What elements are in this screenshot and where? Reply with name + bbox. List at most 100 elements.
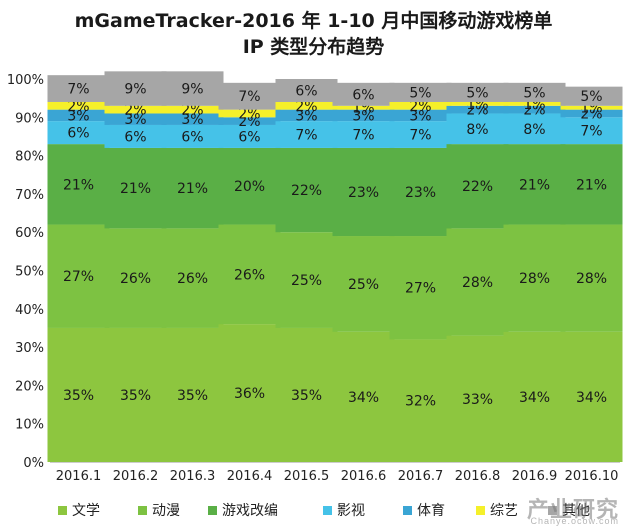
data-label: 6% [238, 129, 260, 145]
bar-segment [332, 147, 395, 237]
data-label: 36% [234, 386, 265, 402]
data-label: 28% [519, 271, 550, 287]
bar-segment [104, 124, 167, 148]
bar-segment [503, 331, 566, 462]
data-label: 2% [124, 103, 146, 119]
bar-segment [218, 147, 281, 225]
bar-segment [161, 105, 224, 114]
data-label: 6% [67, 126, 89, 142]
data-label: 35% [120, 388, 151, 404]
bar-segment [47, 144, 110, 225]
chart-title: mGameTracker-2016 年 1-10 月中国移动游戏榜单 [74, 10, 553, 32]
bar-segment [332, 82, 395, 106]
data-label: 21% [177, 181, 208, 197]
data-label: 3% [181, 112, 203, 128]
legend-item: 体育 [403, 500, 445, 520]
bar-segment [389, 147, 452, 237]
bar-segment [47, 224, 110, 328]
data-label: 9% [181, 82, 203, 98]
y-tick-label: 0% [23, 456, 44, 471]
data-label: 21% [519, 177, 550, 193]
bar-segment [275, 147, 338, 233]
data-label: 27% [63, 269, 94, 285]
data-label: 9% [124, 82, 146, 98]
data-label: 7% [67, 82, 89, 98]
legend-item: 影视 [323, 500, 365, 520]
legend-label: 综艺 [490, 503, 518, 519]
bar-segment [275, 79, 338, 102]
bar-segment [47, 101, 110, 110]
bar-segment [503, 144, 566, 225]
bar-segment [332, 236, 395, 332]
data-label: 34% [348, 390, 379, 406]
bar-segment [275, 101, 338, 110]
bar-segment [389, 339, 452, 462]
y-tick-label: 60% [15, 226, 44, 241]
legend-swatch [403, 505, 412, 515]
legend-label: 文学 [72, 503, 100, 519]
data-label: 5% [523, 85, 545, 101]
bar-segment [560, 224, 623, 332]
bar-segment [47, 327, 110, 462]
y-tick-label: 50% [15, 265, 44, 280]
bar-segment [104, 113, 167, 125]
data-label: 2% [580, 106, 602, 122]
bar-segment [218, 224, 281, 325]
legend-item: 动漫 [138, 500, 180, 520]
data-label: 21% [576, 177, 607, 193]
bar-segment [389, 109, 452, 122]
bar-segment [389, 101, 452, 110]
data-label: 2% [523, 103, 545, 119]
bar-segment [275, 232, 338, 328]
bar-segment [104, 147, 167, 229]
data-label: 7% [295, 128, 317, 144]
data-label: 26% [177, 271, 208, 287]
data-label: 22% [462, 179, 493, 195]
bar-segment [47, 109, 110, 122]
legend-item: 综艺 [476, 500, 518, 520]
watermark: 产业研究 Chanye.ocow.com [526, 497, 619, 526]
data-label: 7% [352, 128, 374, 144]
x-tick-label: 2016.8 [455, 469, 501, 484]
bar-segment [389, 121, 452, 148]
bar-segment [218, 109, 281, 118]
legend-swatch [208, 505, 217, 515]
data-label: 7% [238, 89, 260, 105]
x-tick-label: 2016.9 [512, 469, 558, 484]
bar-segment [275, 109, 338, 122]
y-tick-label: 90% [15, 111, 44, 126]
bar-segment [446, 82, 509, 102]
data-label: 2% [295, 99, 317, 115]
bar-segment [332, 331, 395, 462]
y-tick-label: 100% [7, 73, 44, 88]
data-label: 21% [63, 177, 94, 193]
data-label: 7% [409, 128, 431, 144]
bar-segment [446, 105, 509, 114]
y-tick-label: 20% [15, 379, 44, 394]
x-tick-label: 2016.2 [113, 469, 159, 484]
bar-segment [560, 105, 623, 110]
data-label: 34% [576, 390, 607, 406]
bar-segment [104, 228, 167, 328]
data-label: 35% [63, 388, 94, 404]
y-tick-label: 40% [15, 303, 44, 318]
bar-segment [161, 228, 224, 328]
x-tick-label: 2016.3 [170, 469, 216, 484]
bar-segment [446, 113, 509, 145]
bar-segment [161, 327, 224, 462]
data-label: 6% [352, 87, 374, 103]
legend-swatch [323, 505, 332, 515]
data-label: 25% [291, 273, 322, 289]
data-label: 21% [120, 181, 151, 197]
legend-swatch [476, 505, 485, 515]
bar-segment [47, 121, 110, 145]
bar-segment [446, 144, 509, 229]
legend-swatch [548, 505, 557, 515]
x-tick-label: 2016.5 [284, 469, 330, 484]
data-label: 7% [580, 124, 602, 140]
y-tick-label: 70% [15, 188, 44, 203]
data-label: 8% [523, 122, 545, 138]
data-label: 5% [409, 85, 431, 101]
bar-segment [560, 117, 623, 145]
bar-segment [47, 75, 110, 102]
